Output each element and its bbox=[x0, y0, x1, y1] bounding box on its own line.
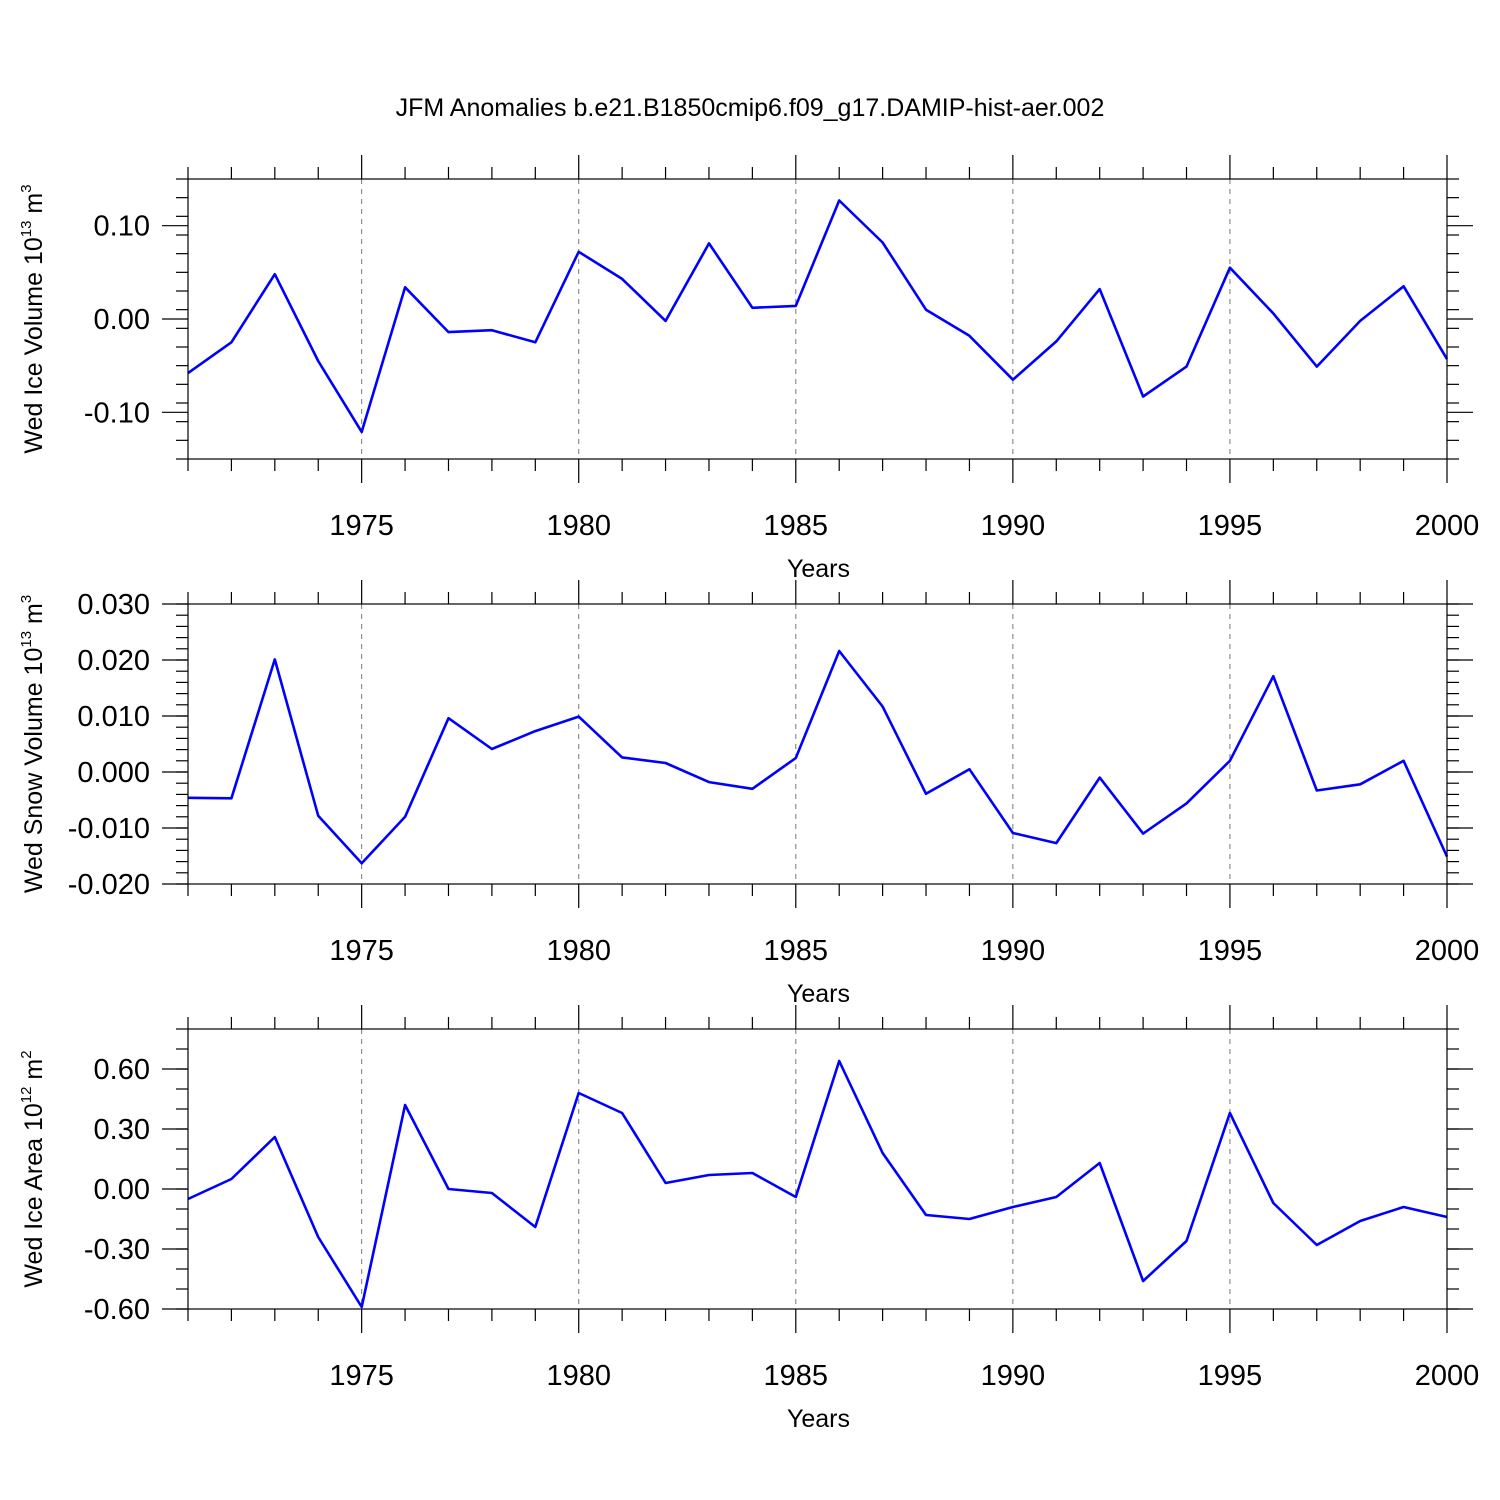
y-axis-label: Wed Ice Area 1012 m2 bbox=[18, 1050, 48, 1287]
figure-title: JFM Anomalies b.e21.B1850cmip6.f09_g17.D… bbox=[396, 94, 1105, 122]
x-tick-label: 1995 bbox=[1198, 510, 1263, 542]
y-tick-label: -0.10 bbox=[84, 397, 150, 429]
y-tick-label: 0.30 bbox=[94, 1114, 150, 1146]
y-tick-label: 0.010 bbox=[77, 701, 150, 733]
series-line bbox=[187, 649, 1449, 865]
y-tick-label: 0.60 bbox=[94, 1054, 150, 1086]
x-tick-label: 2000 bbox=[1415, 1360, 1480, 1392]
x-tick-label: 1980 bbox=[546, 510, 611, 542]
plot-frame bbox=[187, 603, 1448, 885]
x-tick-label: 1995 bbox=[1198, 935, 1263, 967]
y-tick-label: 0.030 bbox=[77, 589, 150, 621]
x-tick-label: 1985 bbox=[764, 935, 829, 967]
x-tick-label: 2000 bbox=[1415, 510, 1480, 542]
x-tick-label: 1995 bbox=[1198, 1360, 1263, 1392]
x-tick-label: 1985 bbox=[764, 1360, 829, 1392]
x-tick-label: 1990 bbox=[981, 1360, 1046, 1392]
y-tick-label: -0.60 bbox=[84, 1294, 150, 1326]
y-tick-label: -0.010 bbox=[68, 813, 150, 845]
y-axis-label: Wed Snow Volume 1013 m3 bbox=[18, 595, 48, 893]
x-axis-label: Years bbox=[787, 980, 850, 1008]
y-tick-label: 0.000 bbox=[77, 757, 150, 789]
y-tick-label: 0.10 bbox=[94, 211, 150, 243]
panel-1: 0.10 0.00 -0.10 1975 1980 1985 1990 1995 2000 Yea… bbox=[18, 155, 1479, 583]
plot-frame bbox=[187, 178, 1448, 460]
x-tick-label: 1975 bbox=[329, 935, 394, 967]
y-tick-label: -0.020 bbox=[68, 869, 150, 901]
x-tick-label: 1990 bbox=[981, 510, 1046, 542]
x-axis-label: Years bbox=[787, 1405, 850, 1433]
panel-2: 0.030 0.020 0.010 0.000 -0.010 -0.020 1975 1980… bbox=[18, 580, 1479, 1008]
y-axis-label: Wed Ice Volume 1013 m3 bbox=[18, 184, 48, 453]
plot-frame bbox=[187, 1028, 1448, 1310]
y-tick-label: -0.30 bbox=[84, 1234, 150, 1266]
x-tick-label: 1985 bbox=[764, 510, 829, 542]
x-tick-label: 1980 bbox=[546, 1360, 611, 1392]
y-tick-label: 0.020 bbox=[77, 645, 150, 677]
series-line bbox=[187, 1059, 1448, 1309]
x-tick-label: 1980 bbox=[546, 935, 611, 967]
x-tick-label: 1975 bbox=[329, 510, 394, 542]
x-tick-label: 1990 bbox=[981, 935, 1046, 967]
x-axis-label: Years bbox=[787, 555, 850, 583]
x-tick-label: 2000 bbox=[1415, 935, 1480, 967]
y-tick-label: 0.00 bbox=[94, 1174, 150, 1206]
x-tick-label: 1975 bbox=[329, 1360, 394, 1392]
series-line bbox=[187, 199, 1449, 434]
panels: 0.10 0.00 -0.10 1975 1980 1985 1990 1995 2000 Yea… bbox=[18, 155, 1479, 1433]
panel-3: 0.60 0.30 0.00 -0.30 -0.60 1975 1980 1985 1990 19… bbox=[18, 1005, 1479, 1433]
y-tick-label: 0.00 bbox=[94, 304, 150, 336]
